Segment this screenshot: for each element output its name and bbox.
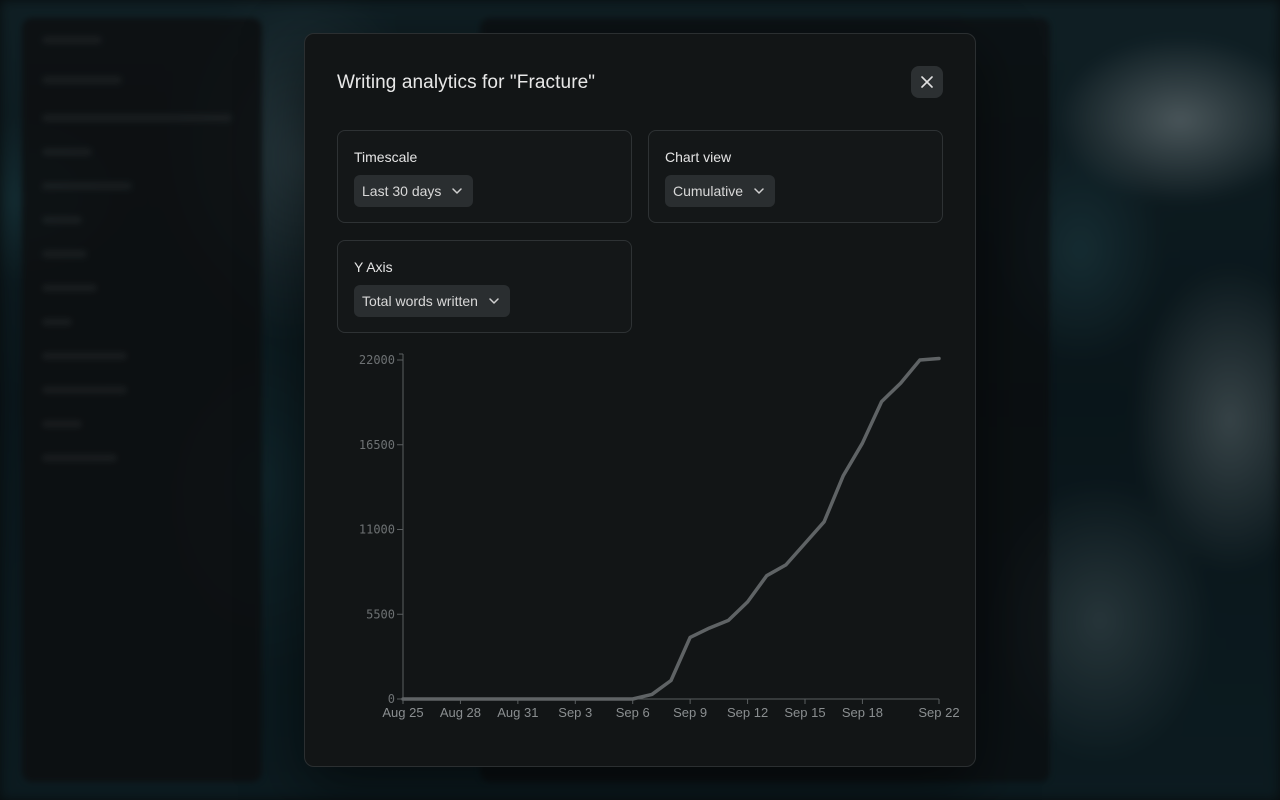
background-sidebar bbox=[22, 18, 262, 782]
x-tick-label: Sep 22 bbox=[918, 705, 959, 720]
close-button[interactable] bbox=[911, 66, 943, 98]
x-tick-label: Aug 28 bbox=[440, 705, 481, 720]
y-tick-label: 0 bbox=[388, 692, 395, 706]
timescale-value: Last 30 days bbox=[362, 183, 442, 199]
x-tick-label: Sep 6 bbox=[616, 705, 650, 720]
y-tick-label: 22000 bbox=[359, 353, 395, 367]
y-axis-card: Y Axis Total words written bbox=[337, 240, 632, 333]
x-tick-label: Sep 15 bbox=[784, 705, 825, 720]
modal-title: Writing analytics for "Fracture" bbox=[337, 72, 596, 93]
y-axis-dropdown[interactable]: Total words written bbox=[354, 285, 510, 317]
x-tick-label: Aug 25 bbox=[382, 705, 423, 720]
chart-view-label: Chart view bbox=[665, 149, 732, 165]
series-line bbox=[401, 356, 941, 701]
x-tick-label: Aug 31 bbox=[497, 705, 538, 720]
chevron-down-icon bbox=[754, 188, 764, 194]
x-tick-label: Sep 18 bbox=[842, 705, 883, 720]
timescale-card: Timescale Last 30 days bbox=[337, 130, 632, 223]
y-tick-label: 5500 bbox=[366, 607, 395, 621]
timescale-label: Timescale bbox=[354, 149, 418, 165]
chevron-down-icon bbox=[489, 298, 499, 304]
words-line-chart: 0 5500 11000 16500 22000 Aug 25 Aug 28 Aug 31 Se… bbox=[359, 353, 960, 720]
x-tick-label: Sep 9 bbox=[673, 705, 707, 720]
timescale-dropdown[interactable]: Last 30 days bbox=[354, 175, 474, 207]
chart-view-card: Chart view Cumulative bbox=[648, 130, 943, 223]
writing-analytics-modal: Writing analytics for "Fracture" Timesca… bbox=[304, 33, 976, 767]
chevron-down-icon bbox=[452, 188, 463, 194]
y-axis-label: Y Axis bbox=[354, 259, 393, 275]
y-axis-value: Total words written bbox=[362, 293, 478, 309]
close-icon bbox=[921, 76, 933, 88]
chart-view-dropdown[interactable]: Cumulative bbox=[665, 175, 776, 207]
chart-view-value: Cumulative bbox=[673, 183, 744, 199]
y-tick-label: 16500 bbox=[359, 438, 395, 452]
x-tick-label: Sep 3 bbox=[558, 705, 592, 720]
y-tick-label: 11000 bbox=[359, 523, 395, 537]
x-tick-label: Sep 12 bbox=[727, 705, 768, 720]
